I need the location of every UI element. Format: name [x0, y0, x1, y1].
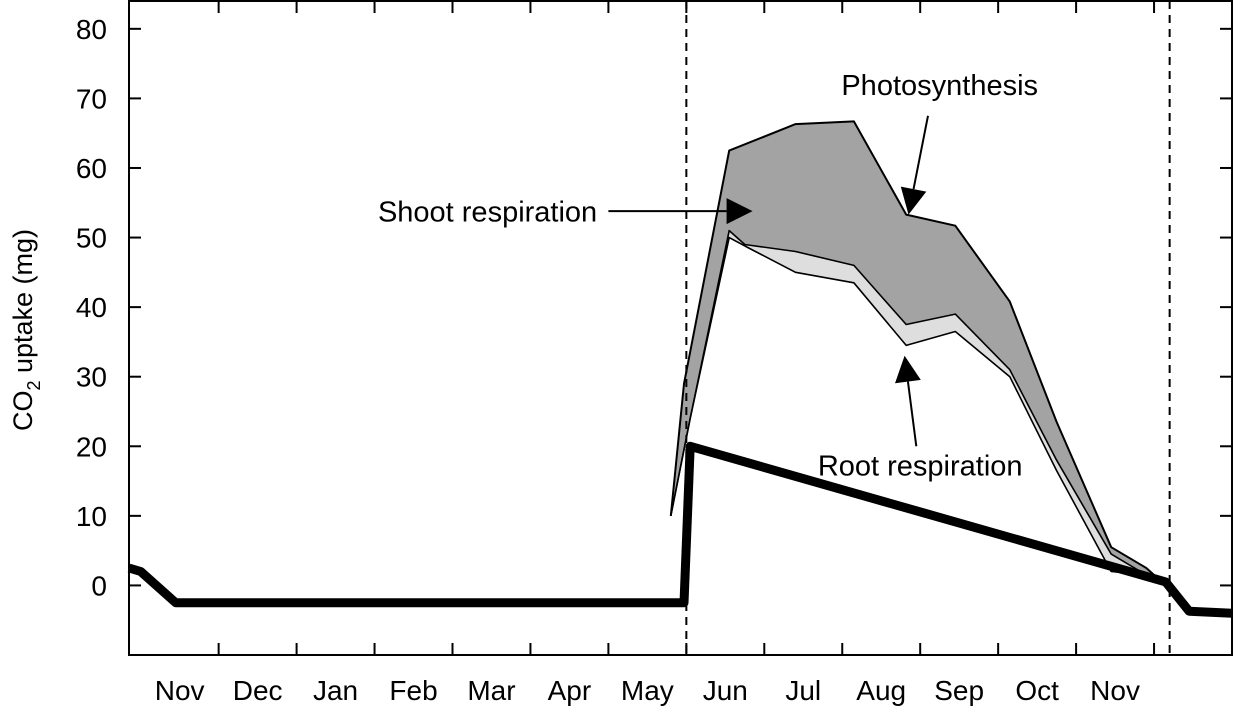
annotation-root-respiration: Root respiration [818, 450, 1023, 482]
y-axis-label: CO2 uptake (mg) [8, 229, 44, 431]
annotation-root-respiration-arrow-head [895, 355, 921, 384]
y-tick-label: 30 [76, 362, 107, 393]
x-tick-label-may: May [621, 675, 674, 706]
y-axis-label-sub: 2 [24, 381, 44, 391]
shoot-respiration-band [670, 121, 1166, 586]
x-tick-label-nov: Nov [155, 675, 205, 706]
y-axis-label-main: CO [8, 391, 38, 432]
annotation-photosynthesis-arrow-head [900, 186, 927, 215]
shoot-respiration-line [670, 229, 1167, 587]
annotation-shoot-respiration: Shoot respiration [378, 197, 597, 229]
x-tick-label-sep: Sep [934, 675, 984, 706]
axes [128, 0, 1233, 656]
x-tick-labels: Nov Dec Jan Feb Mar Apr May Jun Jul Aug Sep Oct Nov [155, 675, 1140, 706]
y-tick-label: 70 [76, 83, 107, 114]
y-tick-label: 50 [76, 223, 107, 254]
annotation-photosynthesis: Photosynthesis [841, 70, 1038, 102]
y-tick-label: 10 [76, 501, 107, 532]
x-tick-label-jan: Jan [313, 675, 358, 706]
y-tick-label: 20 [76, 431, 107, 462]
photosynthesis-line [669, 120, 1167, 587]
annotation-shoot-respiration-arrow-head [726, 198, 753, 225]
root-respiration-line [670, 236, 1167, 587]
y-axis-label-rest: uptake (mg) [8, 229, 38, 381]
x-tick-label-apr: Apr [548, 675, 592, 706]
x-tick-label-feb: Feb [389, 675, 437, 706]
y-tick-label: 0 [91, 570, 107, 601]
y-tick-label: 80 [76, 14, 107, 45]
x-tick-label-mar: Mar [467, 675, 515, 706]
x-tick-label-aug: Aug [856, 675, 906, 706]
y-tick-label: 60 [76, 153, 107, 184]
fill-layer [670, 121, 1166, 586]
x-tick-label-nov: Nov [1090, 675, 1140, 706]
y-tick-label: 40 [76, 292, 107, 323]
x-tick-label-oct: Oct [1015, 675, 1059, 706]
plot-frame [128, 0, 1233, 656]
annotations: Photosynthesis Shoot respiration Root resp… [378, 70, 1038, 483]
x-tick-label-dec: Dec [233, 675, 283, 706]
annotation-root-respiration-arrow-shaft [906, 381, 918, 447]
annotation-photosynthesis-arrow-shaft [912, 115, 929, 190]
line-layer [127, 120, 1233, 618]
y-tick-labels: 0 10 20 30 40 50 60 70 80 [76, 14, 107, 602]
season-dashed-lines [685, 1, 1171, 655]
x-tick-label-jul: Jul [785, 675, 821, 706]
x-tick-label-jun: Jun [703, 675, 748, 706]
